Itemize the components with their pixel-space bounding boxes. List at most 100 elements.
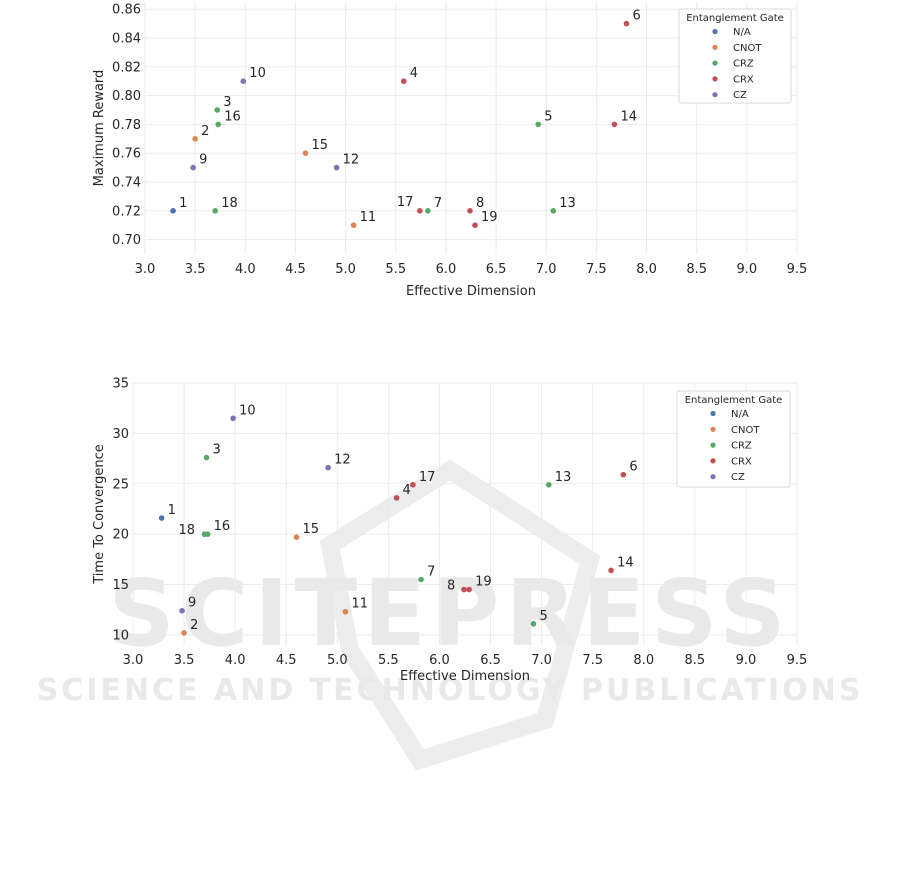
data-point xyxy=(192,136,198,142)
legend-marker xyxy=(712,44,718,50)
data-point xyxy=(214,107,221,113)
y-tick-label: 0.76 xyxy=(112,147,141,162)
x-tick-label: 6.5 xyxy=(486,262,507,277)
data-point xyxy=(325,464,331,471)
x-tick-label: 6.5 xyxy=(480,653,501,668)
data-point xyxy=(545,481,552,488)
data-point xyxy=(466,586,472,593)
legend-marker xyxy=(712,92,718,98)
data-point xyxy=(350,222,357,228)
legend-entry: CRX xyxy=(731,456,752,467)
point-label: 3 xyxy=(223,95,231,110)
data-point xyxy=(342,608,349,615)
x-tick-label: 7.5 xyxy=(582,653,603,668)
legend-marker xyxy=(710,474,716,480)
data-point xyxy=(608,567,614,574)
data-point xyxy=(530,621,537,627)
point-label: 12 xyxy=(334,453,351,468)
data-point xyxy=(302,150,309,156)
y-tick-label: 10 xyxy=(112,628,129,643)
data-point xyxy=(158,515,165,521)
legend-entry: N/A xyxy=(731,409,749,420)
y-tick-label: 0.70 xyxy=(112,233,141,248)
x-tick-label: 6.0 xyxy=(436,262,457,277)
point-label: 18 xyxy=(179,523,196,538)
legend-entry: CNOT xyxy=(731,425,760,436)
x-tick-label: 4.0 xyxy=(225,653,246,668)
point-label: 6 xyxy=(629,460,637,475)
legend-marker xyxy=(710,426,716,432)
point-label: 7 xyxy=(427,565,435,580)
point-label: 5 xyxy=(539,609,547,624)
legend-marker xyxy=(712,60,718,66)
legend-marker xyxy=(710,410,716,417)
data-point xyxy=(611,121,618,128)
x-tick-label: 8.5 xyxy=(686,262,707,277)
point-label: 19 xyxy=(481,210,498,225)
x-tick-label: 5.5 xyxy=(378,653,399,668)
point-label: 8 xyxy=(476,196,484,211)
data-point xyxy=(472,222,478,228)
data-point xyxy=(425,208,431,214)
x-tick-label: 5.5 xyxy=(385,262,406,277)
publisher-watermark: SCITEPRESS SCIENCE AND TECHNOLOGY PUBLIC… xyxy=(37,459,860,771)
point-label: 17 xyxy=(397,195,414,210)
legend-entry: CNOT xyxy=(733,43,762,54)
x-tick-label: 7.5 xyxy=(586,262,607,277)
legend-box xyxy=(676,390,791,488)
x-tick-label: 4.5 xyxy=(276,653,297,668)
point-label: 1 xyxy=(168,503,176,518)
x-tick-label: 5.0 xyxy=(335,262,356,277)
point-label: 11 xyxy=(360,210,377,225)
point-label: 9 xyxy=(188,596,196,611)
point-label: 4 xyxy=(410,66,418,81)
data-point xyxy=(240,78,247,84)
point-label: 3 xyxy=(213,443,221,458)
y-tick-label: 0.86 xyxy=(112,3,141,18)
y-tick-label: 35 xyxy=(112,377,129,392)
point-label: 7 xyxy=(434,196,442,211)
point-label: 13 xyxy=(555,470,572,485)
x-tick-label: 9.0 xyxy=(736,653,757,668)
legend-title: Entanglement Gate xyxy=(685,395,783,406)
data-point xyxy=(333,164,340,171)
x-tick-label: 3.5 xyxy=(185,262,206,277)
x-tick-label: 7.0 xyxy=(531,653,552,668)
data-point xyxy=(623,20,630,27)
y-tick-label: 0.84 xyxy=(112,32,141,47)
x-tick-label: 9.5 xyxy=(787,653,808,668)
data-point xyxy=(410,481,416,488)
legend-entry: CRZ xyxy=(731,441,752,452)
time-to-convergence-scatter-chart: 3.0 3.5 4.0 4.5 5.0 5.5 6.0 6.5 7.0 7.5 8.0 8.5 9.0 9… xyxy=(92,377,807,685)
legend-entry: CRX xyxy=(733,74,754,85)
y-tick-label: 25 xyxy=(112,477,129,492)
legend-box xyxy=(678,8,792,104)
y-tick-label: 0.82 xyxy=(112,60,141,75)
point-label: 6 xyxy=(632,9,640,24)
y-tick-label: 0.72 xyxy=(112,204,141,219)
y-tick-label: 20 xyxy=(112,528,129,543)
data-point xyxy=(181,630,187,636)
legend-entry: N/A xyxy=(733,27,751,38)
data-point xyxy=(461,586,467,593)
data-point xyxy=(170,208,176,214)
point-label: 11 xyxy=(351,597,368,612)
x-tick-label: 6.0 xyxy=(429,653,450,668)
y-tick-label: 30 xyxy=(112,427,129,442)
point-label: 9 xyxy=(199,153,207,168)
point-label: 2 xyxy=(201,124,209,139)
data-point xyxy=(467,208,473,214)
point-label: 19 xyxy=(475,575,492,590)
point-label: 14 xyxy=(620,109,637,124)
data-point xyxy=(201,531,208,537)
data-point xyxy=(230,415,236,422)
x-tick-label: 4.5 xyxy=(285,262,306,277)
y-tick-label: 0.74 xyxy=(112,176,141,191)
y-tick-label: 0.80 xyxy=(112,89,141,104)
legend-entry: CZ xyxy=(733,90,747,101)
point-label: 5 xyxy=(544,109,552,124)
point-label: 18 xyxy=(221,196,238,211)
x-tick-label: 3.0 xyxy=(123,653,144,668)
point-label: 13 xyxy=(559,196,576,211)
